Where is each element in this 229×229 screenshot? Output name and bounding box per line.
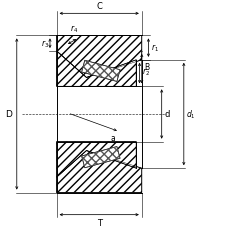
Text: $r_3$: $r_3$ [41,38,49,50]
Text: $r_4$: $r_4$ [70,24,78,35]
Polygon shape [56,36,141,78]
Text: d: d [164,110,169,119]
Text: T: T [96,218,101,227]
Text: D: D [5,110,12,119]
Polygon shape [56,142,136,177]
Text: $d_1$: $d_1$ [186,108,195,121]
Polygon shape [56,151,141,193]
Polygon shape [81,61,120,82]
Text: $r_1$: $r_1$ [150,43,158,54]
Text: C: C [96,2,102,11]
Polygon shape [81,147,120,168]
Text: B: B [143,63,148,72]
Text: $r_2$: $r_2$ [141,66,149,77]
Polygon shape [56,52,136,87]
Text: a: a [110,133,115,142]
